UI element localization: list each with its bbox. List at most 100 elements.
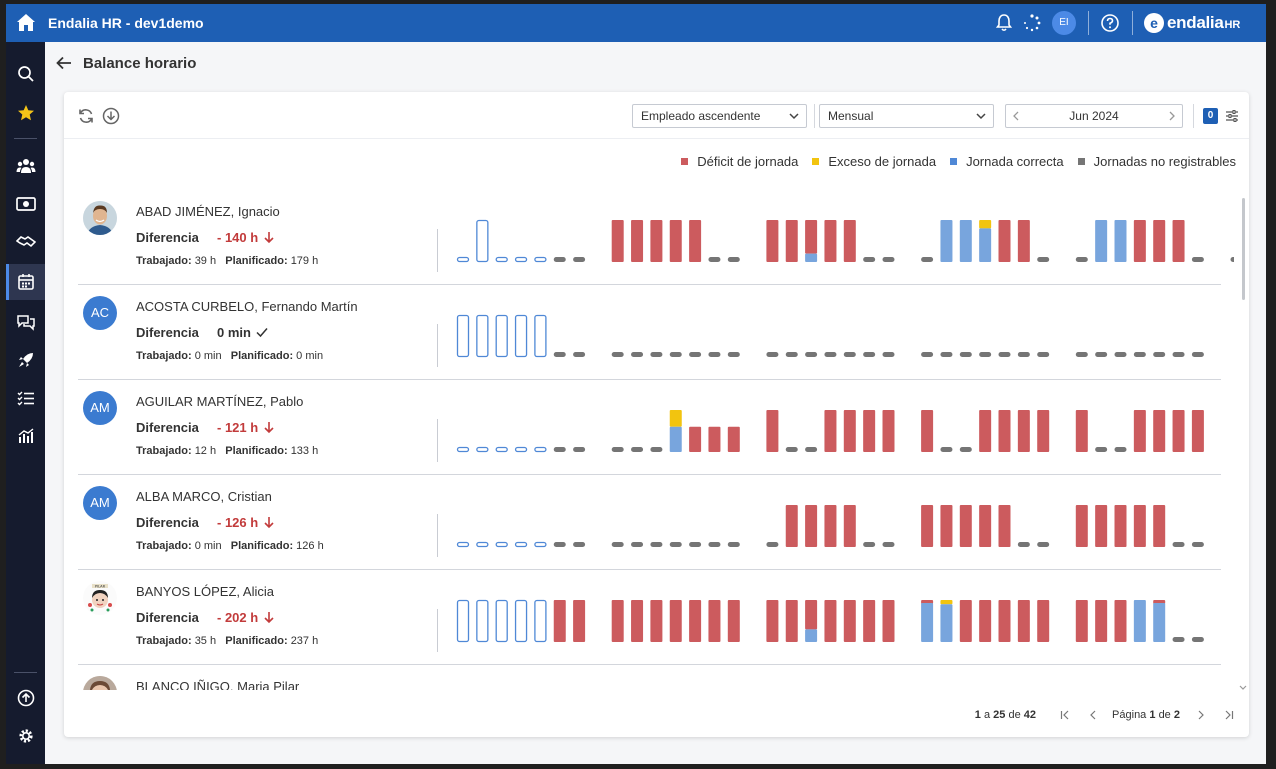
deficit-bar: [1037, 410, 1050, 452]
toolbar: Empleado ascendente Mensual Jun 2024 0: [64, 92, 1249, 139]
filter-settings-icon[interactable]: [1224, 108, 1240, 124]
trabajado-value: 12 h: [194, 445, 217, 457]
sort-select[interactable]: Empleado ascendente: [632, 104, 807, 128]
sidebar-item-payroll[interactable]: [6, 186, 45, 222]
deficit-bar: [766, 600, 779, 642]
employee-name[interactable]: BANYOS LÓPEZ, Alicia: [136, 584, 274, 599]
no-registrable-dash: [553, 447, 566, 452]
page-indicator: Página 1 de 2: [1112, 709, 1180, 721]
planificado-label: Planificado:: [225, 255, 288, 267]
sidebar-item-settings[interactable]: [6, 718, 45, 754]
sidebar-divider: [14, 672, 37, 673]
last-page-icon[interactable]: [1222, 708, 1236, 722]
sidebar-item-tasks[interactable]: [6, 380, 45, 416]
deficit-bar: [1133, 505, 1146, 547]
deficit-bar: [1017, 600, 1030, 642]
deficit-bar: [805, 505, 818, 547]
period-select[interactable]: Mensual: [819, 104, 994, 128]
trabajado-value: 0 min: [194, 540, 222, 552]
home-icon[interactable]: [14, 11, 38, 35]
no-registrable-dash: [805, 447, 818, 452]
no-registrable-dash: [921, 257, 934, 262]
sidebar-item-upload[interactable]: [6, 680, 45, 716]
no-registrable-dash: [785, 447, 798, 452]
jornada-correcta-bar: [1114, 220, 1127, 262]
day-bars: [456, 505, 1204, 548]
employee-row[interactable]: AM ALBA MARCO, Cristian Diferencia - 126…: [64, 475, 1234, 570]
avatar: [83, 676, 117, 690]
jornada-correcta-outline-bar: [476, 219, 489, 263]
employee-name[interactable]: BLANCO IÑIGO, Maria Pilar: [136, 679, 300, 690]
first-page-icon[interactable]: [1058, 708, 1072, 722]
sidebar-item-onboarding[interactable]: [6, 342, 45, 378]
jornada-correcta-outline-bar: [495, 446, 508, 453]
next-page-icon[interactable]: [1194, 708, 1208, 722]
deficit-bar: [940, 505, 953, 547]
sidebar-item-messages[interactable]: [6, 304, 45, 340]
employee-row[interactable]: AM AGUILAR MARTÍNEZ, Pablo Diferencia - …: [64, 380, 1234, 475]
deficit-bar: [766, 410, 779, 452]
jornada-correcta-bar: [921, 602, 934, 642]
no-registrable-dash: [573, 542, 586, 547]
no-registrable-dash: [553, 352, 566, 357]
sidebar-item-favorites[interactable]: [6, 95, 45, 131]
jornada-correcta-outline-bar: [534, 256, 547, 263]
employee-row[interactable]: BLANCO IÑIGO, Maria Pilar: [64, 665, 1234, 690]
employee-name[interactable]: AGUILAR MARTÍNEZ, Pablo: [136, 394, 304, 409]
employee-row[interactable]: AC ACOSTA CURBELO, Fernando Martín Difer…: [64, 285, 1234, 380]
help-icon[interactable]: [1100, 13, 1120, 33]
deficit-bar: [785, 220, 798, 262]
sidebar-item-agreements[interactable]: [6, 224, 45, 260]
download-icon[interactable]: [102, 107, 120, 125]
month-selector[interactable]: Jun 2024: [1005, 104, 1183, 128]
no-registrable-dash: [882, 257, 895, 262]
deficit-bar: [785, 600, 798, 642]
filter-count-badge[interactable]: 0: [1203, 108, 1218, 124]
no-registrable-dash: [611, 447, 624, 452]
sidebar-item-calendar[interactable]: [6, 264, 45, 300]
no-registrable-dash: [805, 352, 818, 357]
deficit-bar: [998, 505, 1011, 547]
back-arrow-icon[interactable]: [55, 54, 73, 72]
chevron-right-icon[interactable]: [1166, 110, 1178, 122]
jornada-correcta-outline-bar: [476, 541, 489, 548]
brand-name: endalia: [1167, 13, 1224, 32]
scroll-down-icon[interactable]: [1238, 684, 1248, 692]
chevron-left-icon[interactable]: [1010, 110, 1022, 122]
hours-summary: Trabajado: 0 min Planificado: 126 h: [136, 540, 324, 552]
employee-name[interactable]: ACOSTA CURBELO, Fernando Martín: [136, 299, 358, 314]
deficit-bar: [727, 600, 740, 642]
jornada-correcta-bar: [979, 228, 992, 262]
scrollbar-thumb[interactable]: [1242, 198, 1245, 300]
employee-list: ABAD JIMÉNEZ, Ignacio Diferencia - 140 h…: [64, 190, 1249, 690]
no-registrable-dash: [727, 257, 740, 262]
arrow-down-icon: [264, 612, 274, 624]
user-avatar[interactable]: EI: [1052, 11, 1076, 35]
jornada-correcta-bar: [959, 220, 972, 262]
prev-page-icon[interactable]: [1086, 708, 1100, 722]
employee-name[interactable]: ABAD JIMÉNEZ, Ignacio: [136, 204, 280, 219]
employee-name[interactable]: ALBA MARCO, Cristian: [136, 489, 272, 504]
jornada-correcta-outline-bar: [495, 314, 508, 358]
jornada-correcta-outline-bar: [456, 599, 470, 643]
range-sep: a: [983, 709, 991, 721]
employee-row[interactable]: PILAR BANYOS LÓPEZ, Alicia Diferencia - …: [64, 570, 1234, 665]
legend-swatch: [950, 158, 958, 165]
refresh-icon[interactable]: [77, 107, 95, 125]
diferencia-text: - 126 h: [217, 515, 259, 530]
no-registrable-dash: [1075, 257, 1088, 262]
sidebar-item-analytics[interactable]: [6, 418, 45, 454]
deficit-bar: [611, 220, 624, 262]
loading-icon: [1024, 14, 1041, 32]
toolbar-separator: [1193, 104, 1194, 128]
topbar-separator: [1088, 11, 1089, 35]
bell-icon[interactable]: [994, 13, 1014, 33]
planificado-value: 237 h: [290, 635, 319, 647]
page-title: Balance horario: [83, 54, 197, 72]
app-title: Endalia HR - dev1demo: [48, 15, 204, 31]
employee-row[interactable]: ABAD JIMÉNEZ, Ignacio Diferencia - 140 h…: [64, 190, 1234, 285]
range-from: 1: [974, 709, 981, 721]
no-registrable-dash: [1133, 352, 1146, 357]
sidebar-item-people[interactable]: [6, 148, 45, 184]
sidebar-item-search[interactable]: [6, 56, 45, 92]
